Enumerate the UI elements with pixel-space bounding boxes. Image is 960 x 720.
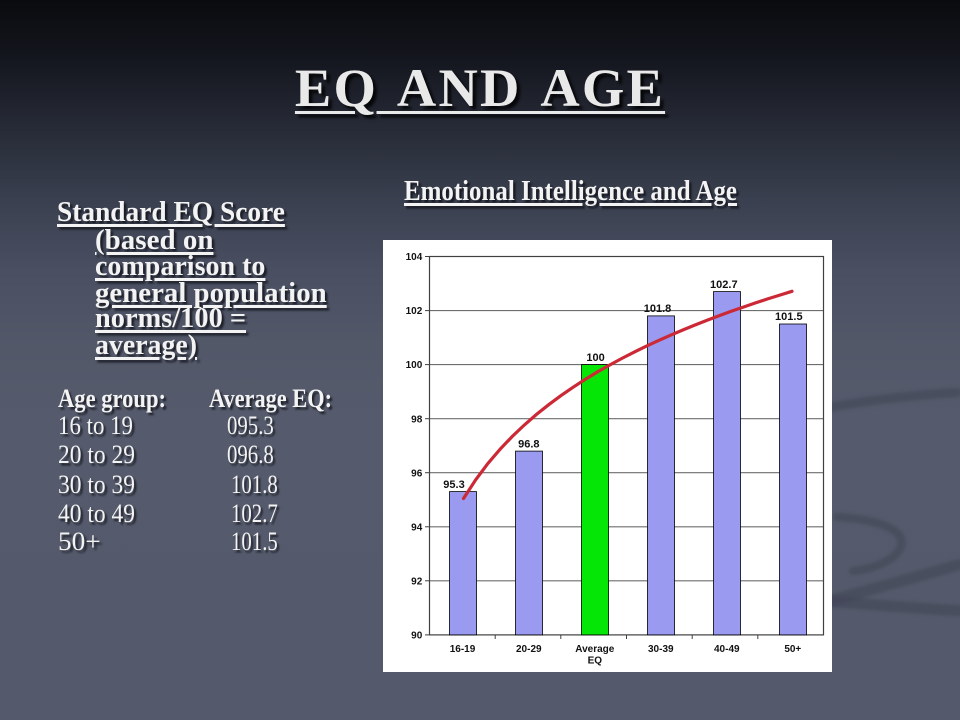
- svg-text:94: 94: [411, 522, 423, 533]
- svg-text:98: 98: [411, 414, 423, 425]
- svg-text:90: 90: [411, 631, 423, 642]
- svg-text:EQ: EQ: [588, 656, 603, 667]
- svg-text:16-19: 16-19: [450, 644, 476, 655]
- svg-text:50+: 50+: [784, 644, 801, 655]
- svg-text:20-29: 20-29: [516, 644, 542, 655]
- svg-text:101.8: 101.8: [644, 303, 672, 315]
- svg-text:104: 104: [406, 252, 423, 263]
- svg-text:102: 102: [406, 306, 423, 317]
- svg-text:30-39: 30-39: [648, 644, 674, 655]
- svg-text:40-49: 40-49: [714, 644, 740, 655]
- svg-text:101.5: 101.5: [775, 311, 803, 323]
- svg-text:96.8: 96.8: [518, 438, 539, 450]
- svg-text:100: 100: [406, 360, 423, 371]
- svg-text:92: 92: [411, 576, 423, 587]
- svg-text:95.3: 95.3: [443, 479, 464, 491]
- svg-text:100: 100: [586, 352, 604, 364]
- svg-text:96: 96: [411, 468, 423, 479]
- svg-text:102.7: 102.7: [710, 279, 738, 291]
- svg-text:Average: Average: [575, 644, 615, 655]
